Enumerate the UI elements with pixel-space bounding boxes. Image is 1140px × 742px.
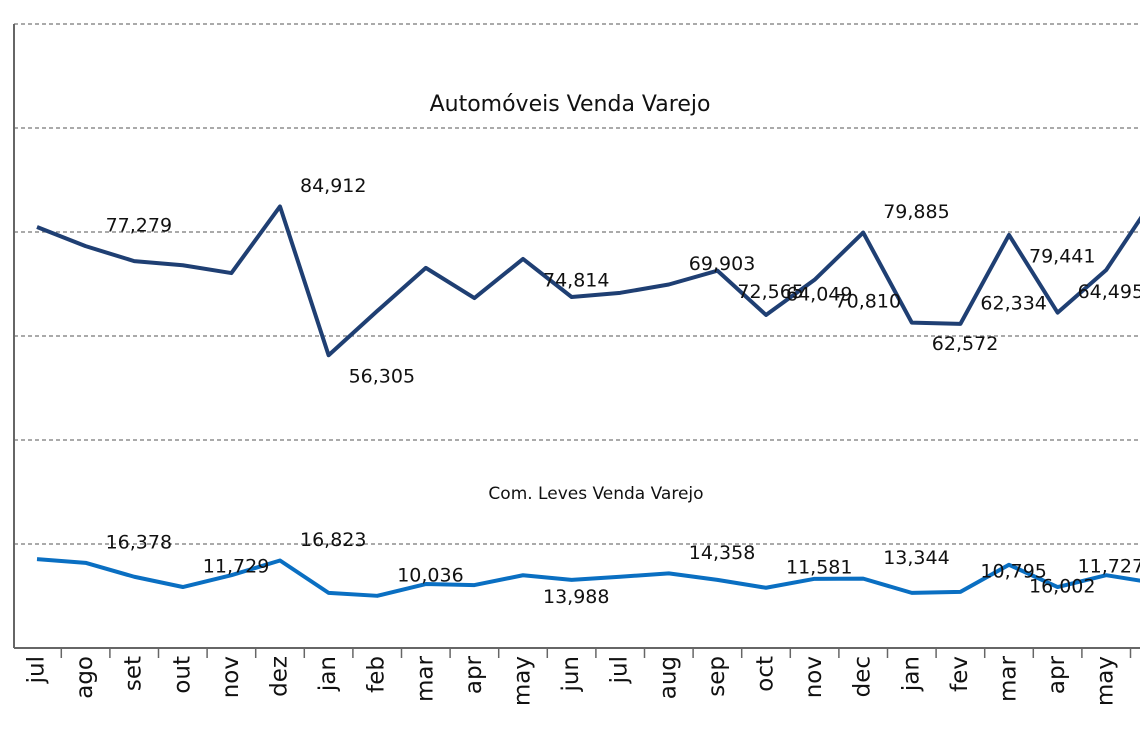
data-label: 62,572 [932,333,998,355]
data-label: 10,795 [980,560,1046,582]
data-label: 13,988 [543,586,609,608]
data-label: 11,729 [203,556,269,578]
data-label: 16,823 [300,529,366,551]
x-tick-label: feb [364,656,390,693]
data-label: 70,810 [835,290,901,312]
series-title: Com. Leves Venda Varejo [488,484,703,504]
x-tick-label: fev [947,656,973,692]
x-tick-label: apr [1044,655,1070,694]
data-label: 79,441 [1029,245,1095,267]
x-tick-label: apr [461,655,487,694]
data-label: 72,565 [737,281,803,303]
data-label: 13,344 [883,547,949,569]
x-tick-label: nov [801,656,827,698]
data-label: 69,903 [689,253,755,275]
x-tick-label: jan [315,656,341,692]
data-label: 16,378 [106,531,172,553]
data-label: 16,002 [1029,575,1095,597]
x-tick-label: mar [996,655,1022,701]
series-title: Automóveis Venda Varejo [430,92,711,117]
line-series [36,204,1140,358]
data-label: 11,727 [1078,556,1140,578]
x-tick-label: dez [267,656,293,697]
x-tick-label: dec [850,656,876,697]
x-tick-label: out [169,656,195,694]
data-label: 56,305 [349,366,415,388]
x-tick-label: jan [898,656,924,692]
x-tick-label: ago [72,656,98,699]
x-tick-label: aug [655,656,681,699]
data-label: 79,885 [883,201,949,223]
line-series [36,557,1140,598]
x-tick-label: may [510,656,536,706]
x-tick-label: jul [24,656,50,684]
data-label: 64,495 [1078,281,1140,303]
x-tick-label: mar [412,655,438,701]
data-label: 10,036 [397,564,463,586]
x-tick-label: set [121,656,147,691]
x-tick-label: jun [558,656,584,693]
data-label: 64,049 [786,283,852,305]
x-tick-label: sep [704,656,730,697]
x-tick-label: may [1093,656,1119,706]
data-label: 74,814 [543,269,609,291]
data-label: 62,334 [980,292,1046,314]
x-tick-label: oct [753,656,779,692]
x-tick-label: jul [607,656,633,684]
data-label: 14,358 [689,542,755,564]
data-label: 77,279 [106,215,172,237]
data-label: 84,912 [300,175,366,197]
data-label: 11,581 [786,556,852,578]
x-tick-label: nov [218,656,244,698]
